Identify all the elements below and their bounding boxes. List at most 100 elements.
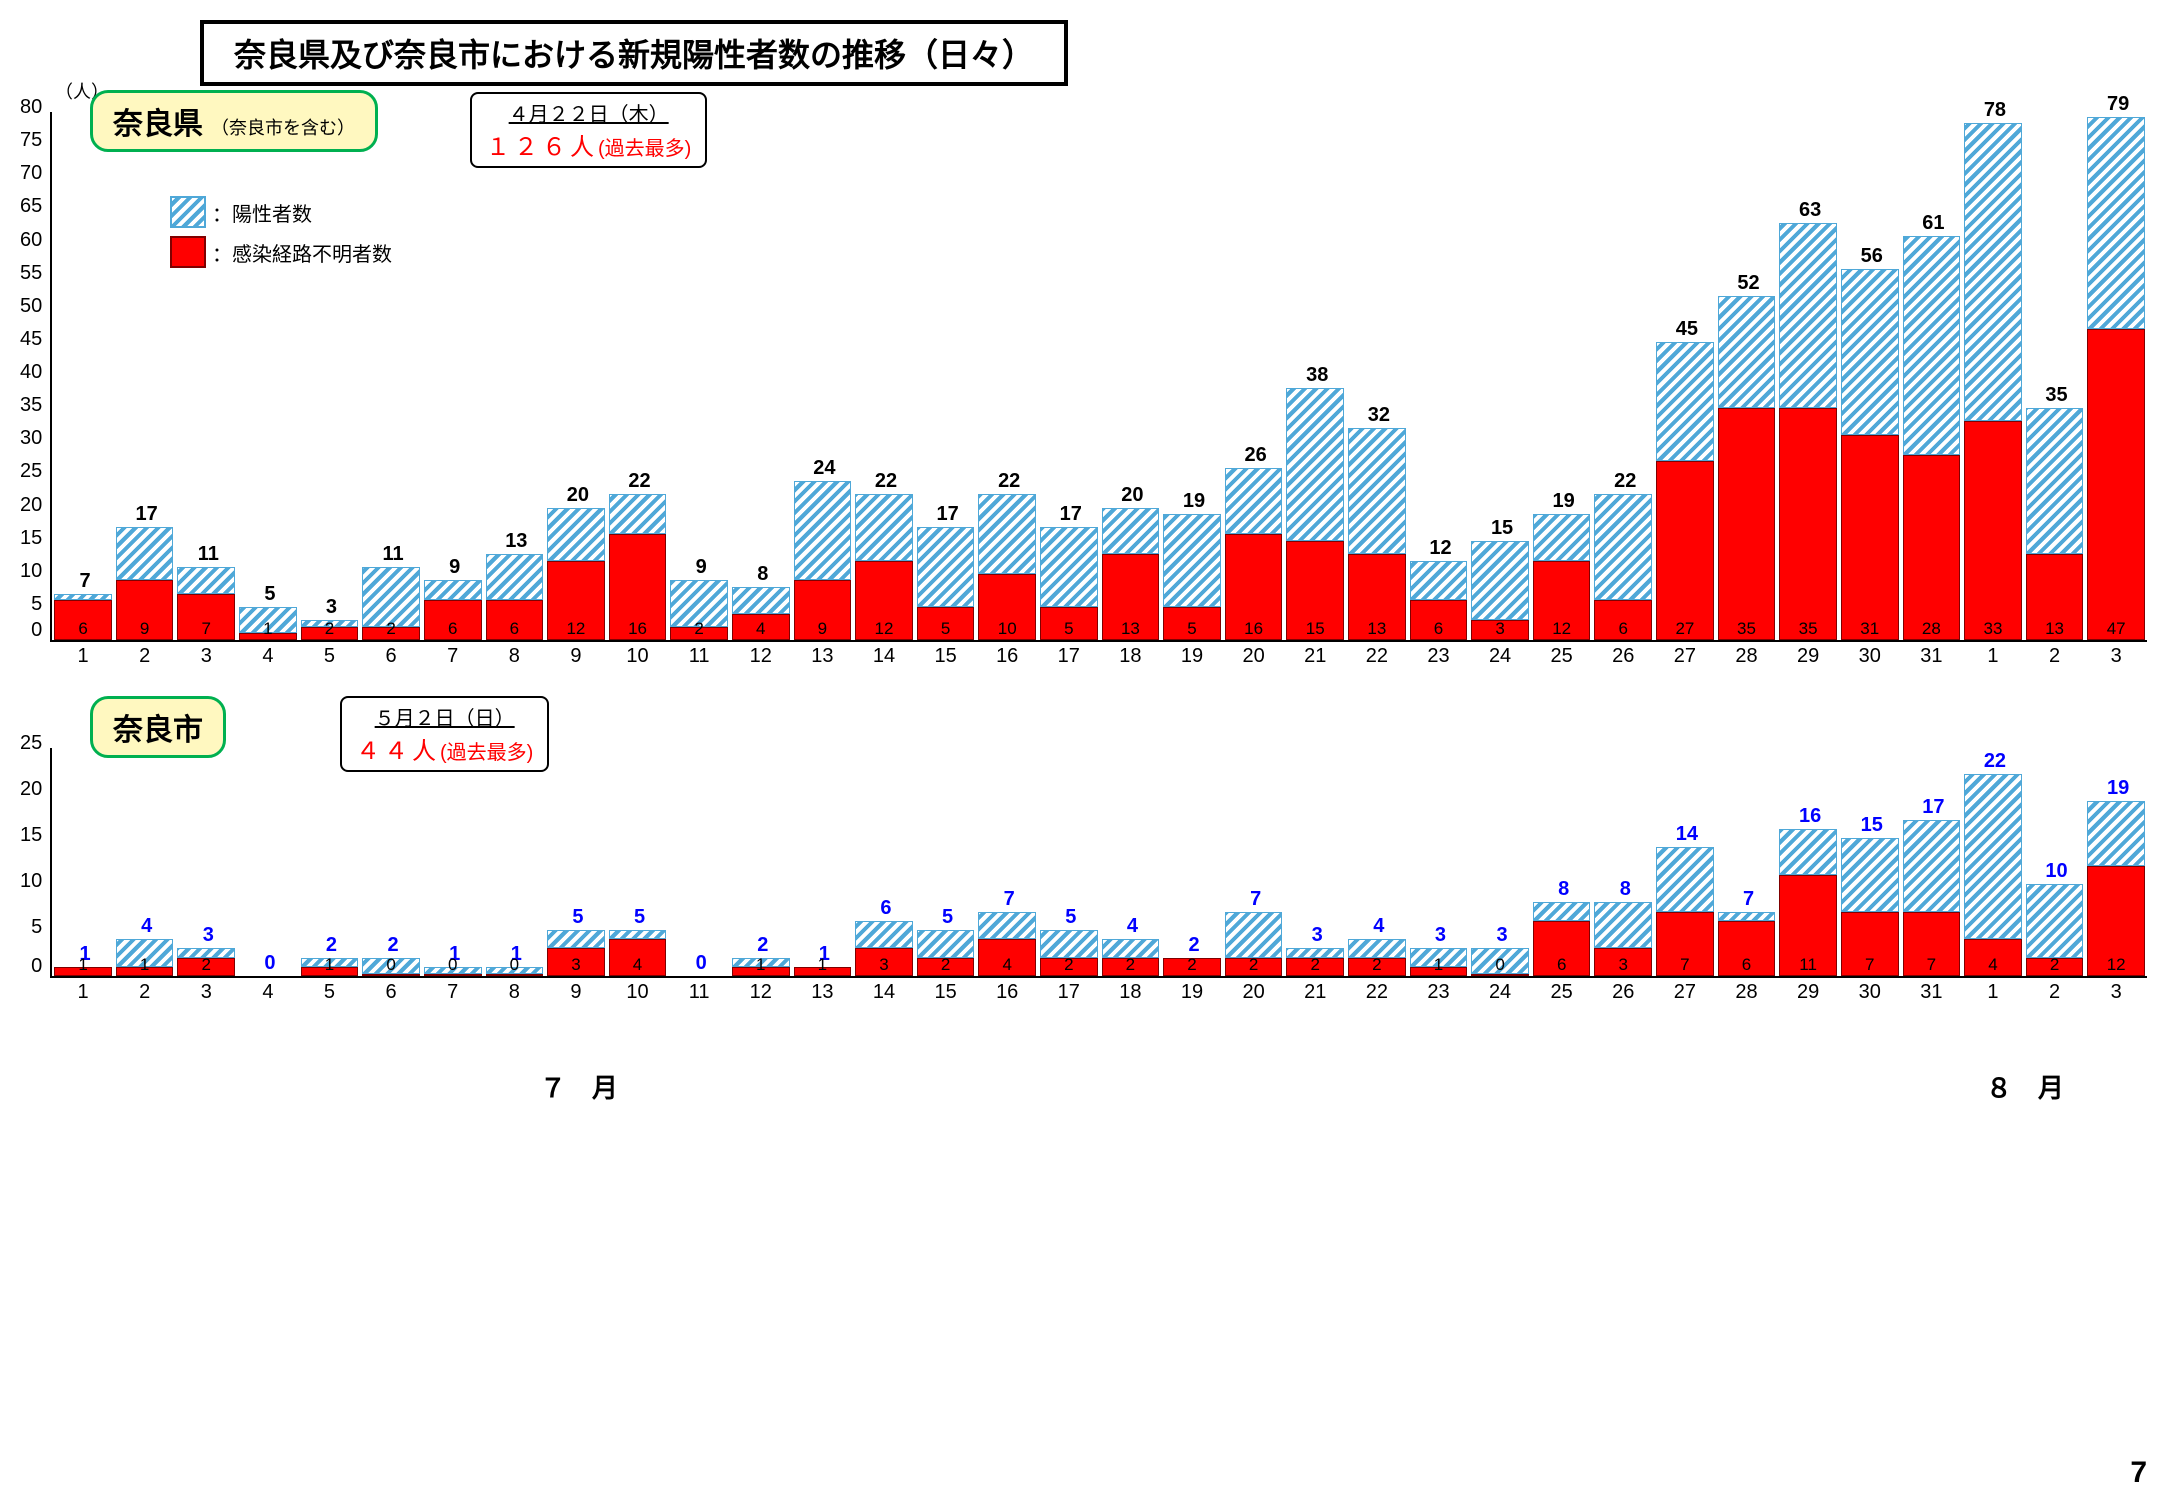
x-axis-day-label: 12	[730, 981, 792, 1004]
x-axis-day-label: 27	[1654, 981, 1716, 1004]
x-axis-day-label: 1	[1962, 981, 2024, 1004]
bar-group: 111	[52, 967, 114, 976]
bar-total-label: 11	[362, 543, 424, 566]
bar-unknown-label: 13	[1349, 619, 1405, 639]
bar-total-label: 17	[1040, 503, 1102, 526]
x-axis-day-label: 19	[1161, 981, 1223, 1004]
bar-group: 4218	[1100, 939, 1162, 976]
x-axis-day-label: 25	[1531, 645, 1593, 668]
bar-unknown-label: 3	[856, 955, 912, 975]
bar-unknown-segment: 13	[1348, 554, 1406, 640]
x-axis-day-label: 31	[1901, 645, 1963, 668]
bar-total-label: 15	[1471, 517, 1533, 540]
bar-unknown-segment: 4	[732, 614, 790, 641]
bar-group: 5217	[1038, 930, 1100, 976]
legend-label-unknown: ：感染経路不明者数	[212, 238, 392, 267]
bar-unknown-label: 9	[117, 619, 173, 639]
bar-positive-segment	[2087, 801, 2145, 865]
bar-group: 325	[299, 620, 361, 640]
bar-positive-segment	[1533, 514, 1591, 560]
bar-positive-segment	[1102, 508, 1160, 554]
bar-group: 6314	[853, 921, 915, 976]
bar-unknown-label: 4	[979, 955, 1035, 975]
bar-total-label: 3	[1471, 924, 1533, 947]
y-tick: 30	[20, 427, 42, 460]
bar-total-label: 22	[1964, 750, 2026, 773]
bar-unknown-segment: 28	[1903, 455, 1961, 641]
y-tick: 45	[20, 328, 42, 361]
legend-label-positive: ：陽性者数	[212, 198, 312, 227]
bar-group: 35132	[2024, 408, 2086, 640]
x-axis-day-label: 2	[114, 981, 176, 1004]
bar-group: 761	[52, 594, 114, 640]
bar-unknown-label: 27	[1657, 619, 1713, 639]
x-axis-day-label: 6	[360, 981, 422, 1004]
bar-unknown-label: 11	[1780, 955, 1836, 975]
callout-date: ４月２２日（木）	[486, 98, 691, 127]
x-axis-day-label: 13	[792, 981, 854, 1004]
y-tick: 15	[20, 527, 42, 560]
page-number: 7	[2130, 1456, 2147, 1490]
x-axis-day-label: 30	[1839, 645, 1901, 668]
bar-positive-segment	[2087, 117, 2145, 329]
bar-unknown-segment: 11	[1779, 875, 1837, 976]
x-axis-day-label: 11	[668, 645, 730, 668]
bar-unknown-segment: 31	[1841, 435, 1899, 640]
bar-total-label: 7	[1718, 888, 1780, 911]
bar-unknown-segment: 47	[2087, 329, 2145, 640]
bar-positive-segment	[1903, 236, 1961, 455]
bar-positive-segment	[917, 527, 975, 607]
bar-group: 1792	[114, 527, 176, 640]
bar-unknown-segment: 12	[1533, 561, 1591, 641]
bar-positive-segment	[1286, 388, 1344, 540]
x-axis-day-label: 14	[853, 645, 915, 668]
y-tick: 35	[20, 394, 42, 427]
bar-total-label: 61	[1903, 212, 1965, 235]
bar-group: 967	[422, 580, 484, 640]
bar-total-label: 22	[1594, 470, 1656, 493]
bar-total-label: 4	[116, 915, 178, 938]
x-axis-day-label: 8	[484, 645, 546, 668]
bar-group: 1368	[484, 554, 546, 640]
bar-positive-segment	[1964, 123, 2022, 421]
x-axis-day-label: 15	[915, 645, 977, 668]
bar-unknown-label: 6	[1719, 955, 1775, 975]
bar-group: 19519	[1161, 514, 1223, 640]
chart-nara-prefecture: 奈良県（奈良市を含む） ４月２２日（木） １２６人(過去最多) ：陽性者数 ：感…	[20, 96, 2147, 702]
month-kanji: 月	[2038, 1073, 2064, 1103]
bar-unknown-segment: 16	[609, 534, 667, 640]
x-axis-day-label: 4	[237, 981, 299, 1004]
bar-total-label: 17	[1903, 796, 1965, 819]
x-axis-day-label: 4	[237, 645, 299, 668]
x-axis-day-label: 9	[545, 645, 607, 668]
bar-total-label: 19	[2087, 777, 2149, 800]
y-tick: 60	[20, 229, 42, 262]
bar-unknown-segment: 2	[362, 627, 420, 640]
bar-positive-segment	[1718, 296, 1776, 409]
bar-total-label: 8	[732, 563, 794, 586]
legend-swatch-unknown	[170, 236, 206, 268]
y-tick: 10	[20, 870, 42, 916]
bar-positive-segment	[177, 567, 235, 594]
bar-group: 17517	[1038, 527, 1100, 640]
bar-total-label: 38	[1286, 364, 1348, 387]
bar-total-label: 3	[1286, 924, 1348, 947]
bar-positive-segment	[54, 594, 112, 601]
y-tick: 80	[20, 96, 42, 129]
bar-total-label: 19	[1533, 490, 1595, 513]
x-axis-day-label: 18	[1100, 981, 1162, 1004]
bar-total-label: 56	[1841, 245, 1903, 268]
bar-positive-segment	[424, 580, 482, 600]
x-axis-day-label: 14	[853, 981, 915, 1004]
bar-positive-segment	[978, 494, 1036, 574]
bar-positive-segment	[732, 587, 790, 614]
bar-total-label: 14	[1656, 823, 1718, 846]
bar-unknown-segment: 10	[978, 574, 1036, 640]
bar-group: 2241	[1962, 774, 2024, 976]
region-label-city: 奈良市	[90, 696, 226, 758]
bar-group: 221610	[607, 494, 669, 640]
bar-total-label: 6	[855, 897, 917, 920]
y-tick: 50	[20, 295, 42, 328]
bar-unknown-label: 33	[1965, 619, 2021, 639]
x-axis-day-label: 17	[1038, 645, 1100, 668]
